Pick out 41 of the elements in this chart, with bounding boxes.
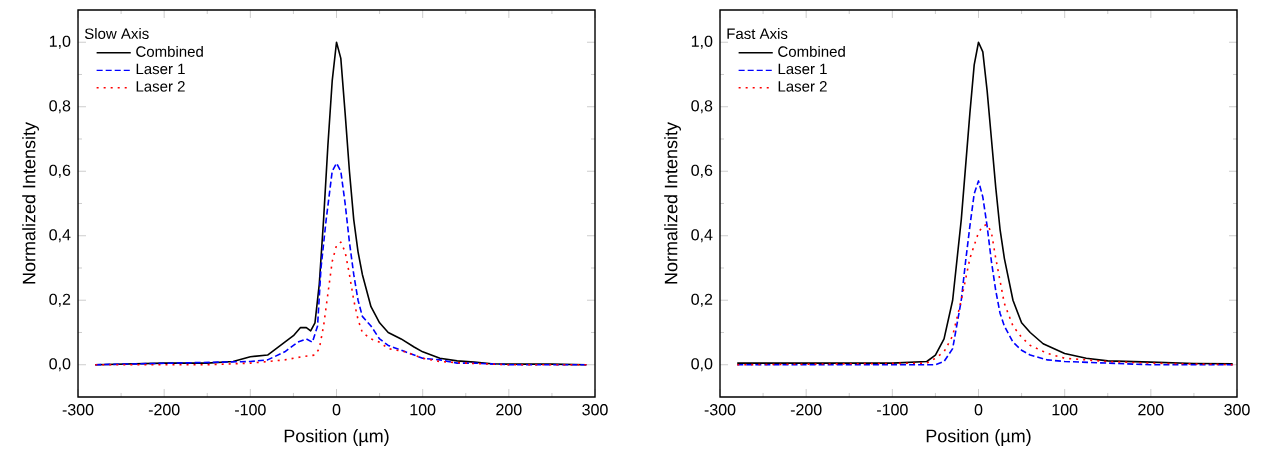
- x-tick-label: -100: [235, 404, 266, 416]
- legend-title: Fast Axis: [727, 28, 788, 40]
- x-tick-label: 300: [582, 404, 608, 416]
- x-tick-label: -200: [790, 404, 822, 416]
- x-axis-title: Position (µm): [284, 429, 389, 446]
- x-tick-label: 100: [1052, 404, 1078, 416]
- line-series: [94, 241, 588, 366]
- line-series: [736, 223, 1234, 366]
- x-tick-label: 0: [332, 404, 341, 416]
- legend-label: Laser 2: [778, 81, 827, 92]
- line-series: [736, 41, 1234, 365]
- legend-label: Laser 1: [778, 63, 827, 75]
- y-tick-label: 0,4: [49, 229, 71, 243]
- x-tick-label: -100: [877, 404, 908, 416]
- y-tick-label: 0,2: [691, 293, 713, 307]
- legend-label: Combined: [778, 45, 845, 57]
- y-tick-label: 0,0: [49, 358, 71, 372]
- y-axis-title: Normalized Intensity: [664, 122, 681, 284]
- legend-label: Laser 2: [136, 81, 185, 92]
- x-tick-label: -300: [704, 404, 736, 416]
- x-tick-label: -300: [62, 404, 94, 416]
- y-tick-label: 0,0: [691, 358, 713, 372]
- legend-title: Slow Axis: [84, 28, 149, 40]
- y-tick-label: 0,4: [691, 229, 713, 243]
- x-axis-title: Position (µm): [926, 429, 1031, 446]
- x-tick-label: 200: [1138, 404, 1164, 416]
- legend-label: Combined: [136, 45, 203, 57]
- x-tick-label: 100: [410, 404, 436, 416]
- legend-label: Laser 1: [136, 63, 185, 75]
- y-tick-label: 0,6: [691, 164, 713, 178]
- y-axis-title: Normalized Intensity: [22, 122, 39, 284]
- y-tick-label: 1,0: [691, 35, 713, 49]
- y-tick-label: 0,2: [49, 293, 71, 307]
- x-tick-label: 300: [1224, 404, 1250, 416]
- y-tick-label: 0,8: [49, 100, 71, 114]
- x-tick-label: 0: [974, 404, 983, 416]
- x-tick-label: -200: [148, 404, 180, 416]
- x-tick-label: 200: [496, 404, 522, 416]
- y-tick-label: 0,8: [691, 100, 713, 114]
- y-tick-label: 0,6: [49, 164, 71, 178]
- y-tick-label: 1,0: [49, 35, 71, 49]
